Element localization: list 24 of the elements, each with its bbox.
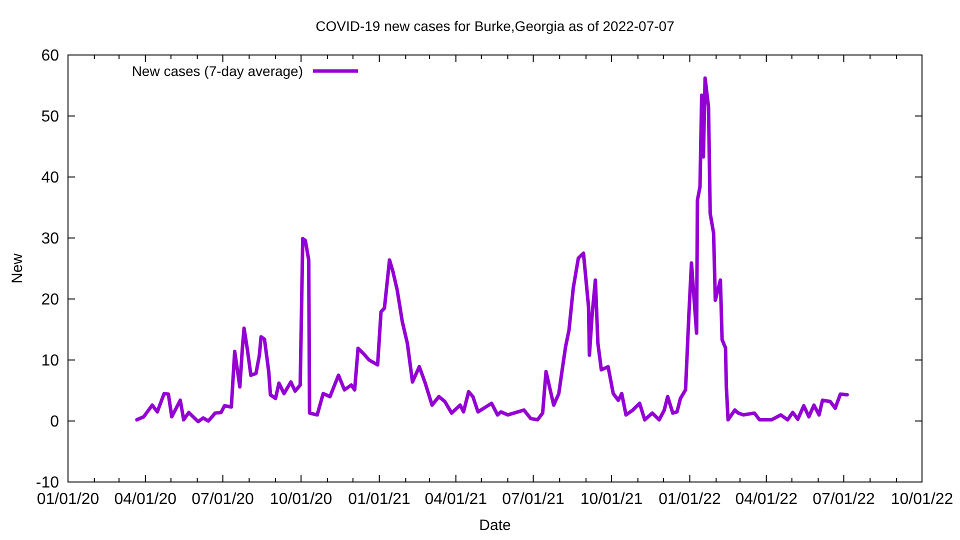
y-tick-label: 30: [41, 230, 60, 248]
y-tick-label: 50: [41, 108, 60, 126]
y-tick-label: 40: [41, 170, 60, 187]
x-tick-label: 04/01/20: [114, 491, 177, 508]
chart-title: COVID-19 new cases for Burke,Georgia as of 2022-07-07: [316, 18, 675, 34]
x-tick-label: 07/01/21: [502, 491, 565, 508]
x-tick-label: 10/01/21: [580, 491, 643, 508]
y-axis-title: New: [9, 253, 26, 284]
x-tick-label: 10/01/22: [890, 491, 954, 508]
x-tick-label: 04/01/21: [424, 491, 488, 508]
y-tick-label: 20: [41, 292, 60, 309]
y-tick-label: -10: [36, 474, 60, 492]
y-tick-label: 10: [41, 352, 60, 370]
y-tick-label: 60: [41, 48, 60, 65]
x-tick-label: 01/01/21: [348, 491, 411, 508]
legend-label: New cases (7-day average): [132, 62, 303, 79]
x-tick-label: 01/01/22: [658, 491, 722, 508]
x-axis-title: Date: [479, 517, 511, 534]
x-tick-label: 04/01/22: [735, 491, 798, 508]
x-tick-label: 07/01/22: [812, 491, 875, 508]
x-tick-label: 07/01/20: [192, 491, 254, 508]
y-tick-label: 0: [50, 414, 60, 431]
x-tick-label: 10/01/20: [270, 491, 332, 508]
x-tick-label: 01/01/20: [36, 491, 100, 508]
